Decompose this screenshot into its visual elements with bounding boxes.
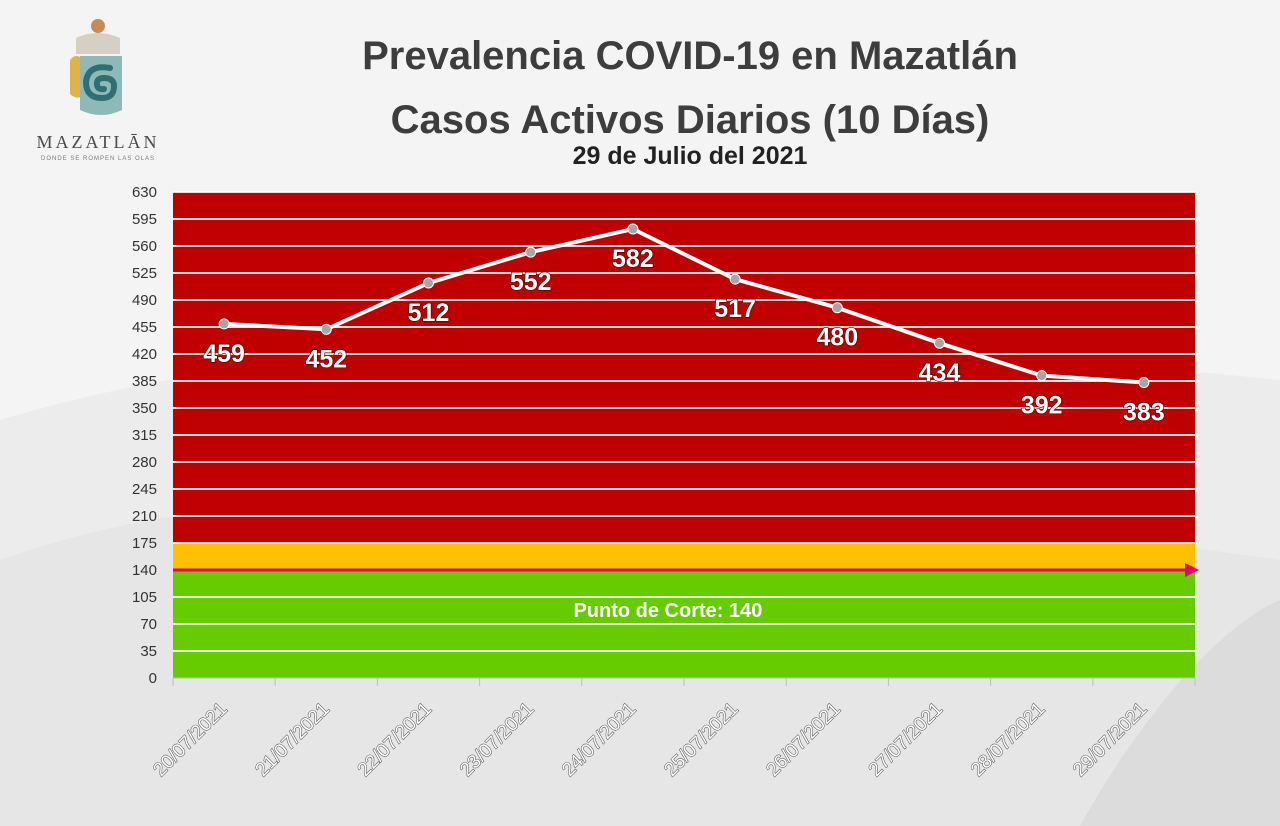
- logo-tagline: DONDE SE ROMPEN LAS OLAS: [40, 156, 156, 162]
- x-tick-label: 29/07/2021: [1069, 699, 1151, 781]
- y-tick-label: 560: [132, 238, 157, 255]
- data-point: [423, 277, 434, 289]
- x-tick-label: 20/07/2021: [150, 699, 232, 781]
- data-label: 383: [1123, 399, 1165, 427]
- y-tick-label: 210: [132, 508, 157, 525]
- y-tick-label: 420: [132, 346, 157, 363]
- y-tick-label: 630: [132, 184, 157, 201]
- y-tick-label: 385: [132, 373, 157, 390]
- data-point: [320, 323, 332, 335]
- y-tick-label: 70: [140, 616, 157, 633]
- data-point: [831, 302, 843, 314]
- data-label: 552: [510, 268, 552, 296]
- y-tick-label: 35: [140, 643, 157, 660]
- data-point: [934, 337, 945, 349]
- data-label: 459: [203, 340, 245, 368]
- x-tick-label: 24/07/2021: [558, 699, 640, 781]
- y-tick-label: 175: [132, 535, 157, 552]
- data-label: 512: [408, 299, 450, 327]
- y-tick-label: 280: [132, 454, 157, 471]
- data-label: 517: [714, 295, 756, 323]
- y-tick-label: 315: [132, 427, 157, 444]
- data-label: 480: [816, 324, 858, 352]
- y-tick-label: 595: [132, 211, 157, 228]
- y-tick-label: 455: [132, 319, 157, 336]
- series-line: [223, 227, 1145, 385]
- x-tick-label: 21/07/2021: [252, 699, 334, 781]
- y-tick-label: 490: [132, 292, 157, 309]
- logo-wordmark: MAZATLĀN: [36, 132, 160, 152]
- report-date: 29 de Julio del 2021: [572, 142, 808, 170]
- x-tick-label: 22/07/2021: [354, 699, 436, 781]
- x-tick-label: 23/07/2021: [456, 699, 538, 781]
- data-point: [627, 223, 639, 235]
- threshold-label: Punto de Corte: 140: [573, 600, 762, 622]
- chart-subtitle: Casos Activos Diarios (10 Días): [390, 98, 990, 142]
- data-label: 434: [919, 359, 961, 387]
- y-tick-label: 525: [132, 265, 157, 282]
- data-label: 452: [305, 345, 347, 373]
- data-point: [1036, 370, 1048, 382]
- band: [173, 192, 1195, 543]
- x-tick-label: 25/07/2021: [661, 699, 743, 781]
- threshold-arrow: [1185, 563, 1199, 577]
- y-tick-label: 140: [132, 562, 157, 579]
- x-tick-label: 28/07/2021: [967, 699, 1049, 781]
- x-tick-label: 26/07/2021: [763, 699, 845, 781]
- data-point: [1138, 377, 1150, 389]
- data-label: 582: [612, 245, 654, 273]
- mazatlan-wave-emblem-icon: [70, 19, 122, 115]
- x-tick-label: 27/07/2021: [865, 699, 947, 781]
- page-title: Prevalencia COVID-19 en Mazatlán: [362, 34, 1018, 78]
- data-label: 392: [1021, 392, 1063, 420]
- y-tick-label: 350: [132, 400, 157, 417]
- data-point: [525, 246, 537, 258]
- y-tick-label: 245: [132, 481, 157, 498]
- y-tick-label: 0: [149, 670, 157, 687]
- mazatlan-logo: MAZATLĀN DONDE SE ROMPEN LAS OLAS: [18, 14, 178, 174]
- data-point: [729, 273, 741, 285]
- band: [173, 543, 1195, 570]
- y-tick-label: 105: [132, 589, 157, 606]
- data-point: [218, 318, 230, 330]
